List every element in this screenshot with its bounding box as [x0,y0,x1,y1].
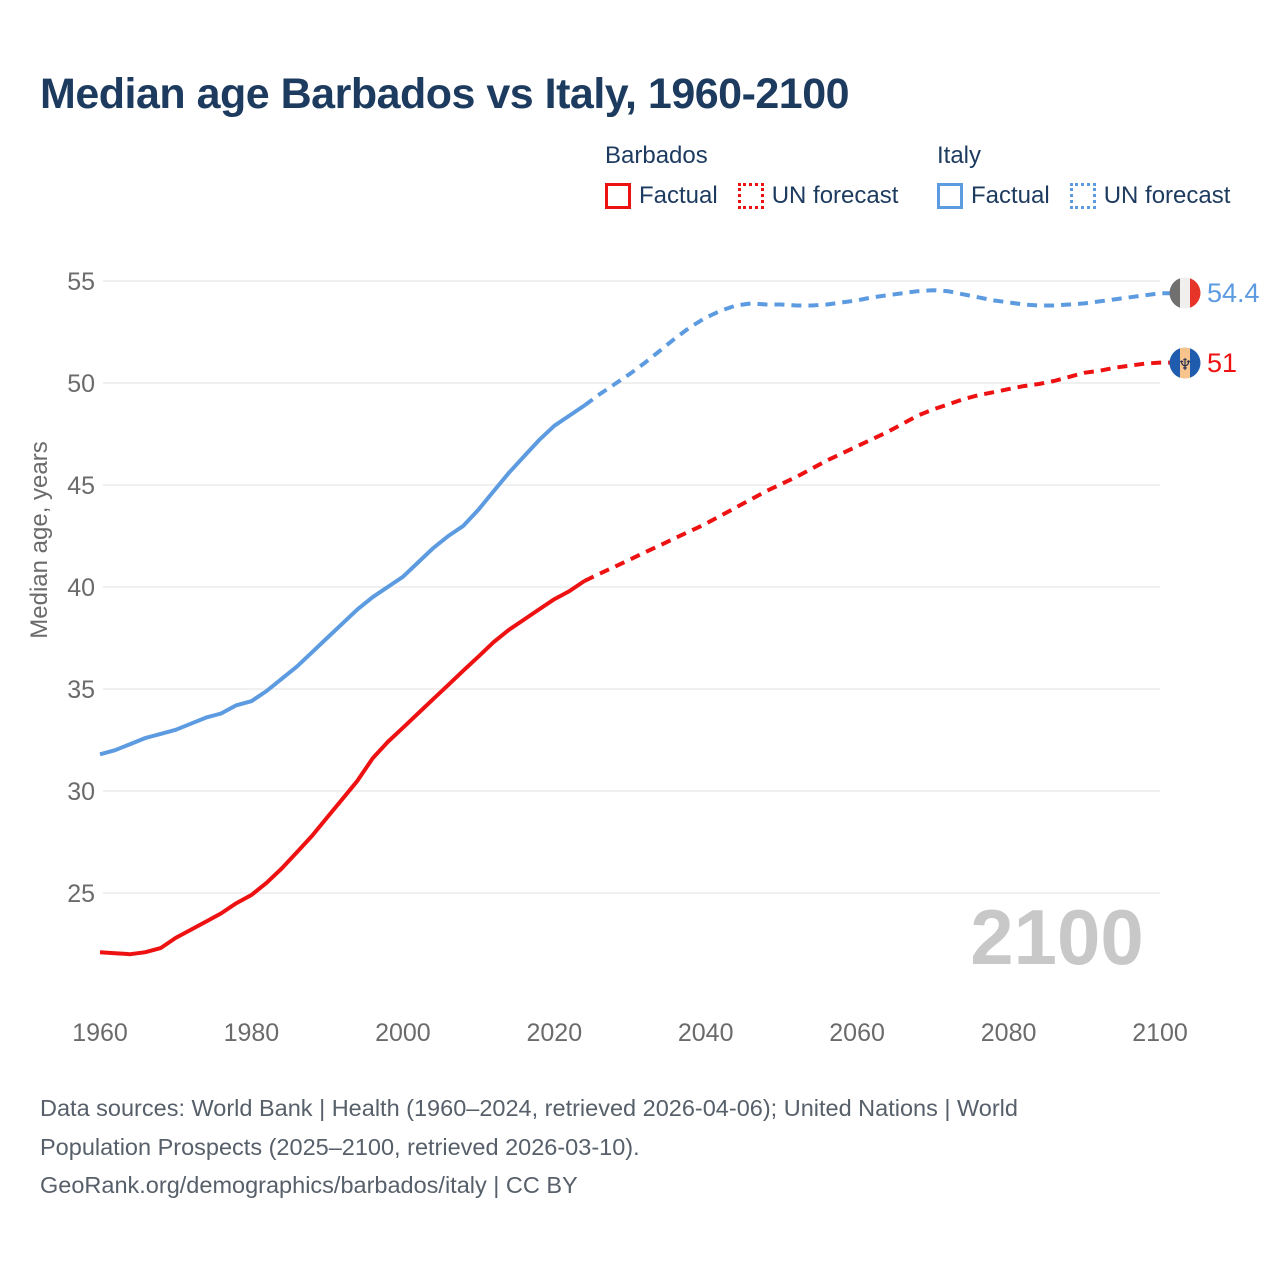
y-axis-title: Median age, years [26,441,53,638]
legend-label-barbados-factual: Factual [639,182,718,209]
y-tick-label: 25 [67,880,95,908]
x-tick-label: 1960 [72,1019,128,1047]
endpoint-value-barbados: 51 [1207,348,1237,378]
barbados-flag-mid-stripe [1180,347,1190,379]
legend-swatch-italy-factual-icon [937,183,963,209]
series-lines [99,288,1172,957]
barbados-flag-right-stripe [1190,347,1201,379]
series-line-barbados-un-forecast [583,360,1172,583]
legend-label-barbados-forecast: UN forecast [771,182,899,209]
gridlines [103,280,1160,894]
footer-line-3: GeoRank.org/demographics/barbados/italy … [40,1172,578,1198]
legend-group-barbados: Barbados Factual UN forecast [605,142,898,210]
x-tick-label: 2000 [375,1019,431,1047]
footer-line-2: Population Prospects (2025–2100, retriev… [40,1133,640,1160]
x-tick-label: 1980 [224,1019,280,1047]
x-tick-label: 2080 [981,1019,1037,1047]
legend-swatch-barbados-forecast-icon [737,183,764,209]
barbados-flag-icon: ♆ [1169,347,1201,379]
legend-row-barbados: Factual UN forecast [605,182,898,210]
y-tick-label: 30 [67,778,95,806]
legend-label-italy-forecast: UN forecast [1103,182,1231,209]
footer-attribution: Data sources: World Bank | Health (1960–… [40,1089,1220,1205]
y-tick-label: 40 [67,574,95,602]
y-tick-label: 55 [67,268,95,296]
series-line-italy-factual [99,403,586,757]
legend-row-italy: Factual UN forecast [937,182,1230,210]
italy-flag-right-stripe [1190,277,1201,309]
barbados-trident-icon: ♆ [1178,355,1192,374]
x-tick-label: 2060 [829,1019,885,1047]
series-line-italy-un-forecast [583,288,1172,408]
footer-line-1: Data sources: World Bank | Health (1960–… [40,1095,1018,1121]
legend-group-italy: Italy Factual UN forecast [937,142,1230,210]
italy-flag-icon [1169,277,1201,309]
legend-swatch-italy-forecast-icon [1069,183,1096,209]
barbados-flag-left-stripe [1169,347,1180,379]
x-axis-ticks: 1960 1980 2000 2020 2040 2060 2080 2100 [72,1019,1188,1047]
x-tick-label: 2020 [526,1019,582,1047]
series-line-barbados-factual [99,579,586,957]
legend-title-barbados: Barbados [605,142,708,169]
y-tick-label: 50 [67,370,95,398]
italy-flag-left-stripe [1169,277,1180,309]
y-tick-label: 45 [67,472,95,500]
legend-swatch-barbados-factual-icon [605,183,631,209]
x-tick-label: 2100 [1132,1019,1188,1047]
y-tick-label: 35 [67,676,95,704]
endpoint-value-italy: 54.4 [1207,278,1260,308]
y-axis-ticks: 55 50 45 40 35 30 25 [67,268,95,908]
chart-title: Median age Barbados vs Italy, 1960-2100 [40,70,850,118]
legend-title-italy: Italy [937,142,982,169]
watermark-year: 2100 [970,893,1144,981]
x-tick-label: 2040 [678,1019,734,1047]
italy-flag-mid-stripe [1180,277,1190,309]
plot-area: 2100 55 50 45 40 35 30 25 1960 1980 2000 2020 2040… [26,268,1260,1047]
legend-label-italy-factual: Factual [971,182,1050,209]
